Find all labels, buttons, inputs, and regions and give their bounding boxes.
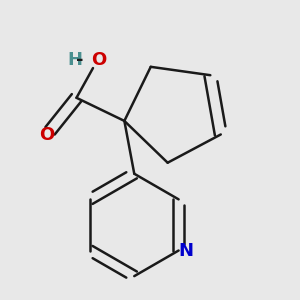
Text: H: H <box>67 51 82 69</box>
Text: O: O <box>39 126 54 144</box>
Text: O: O <box>91 51 106 69</box>
Text: -: - <box>76 51 84 69</box>
Text: N: N <box>178 242 194 260</box>
